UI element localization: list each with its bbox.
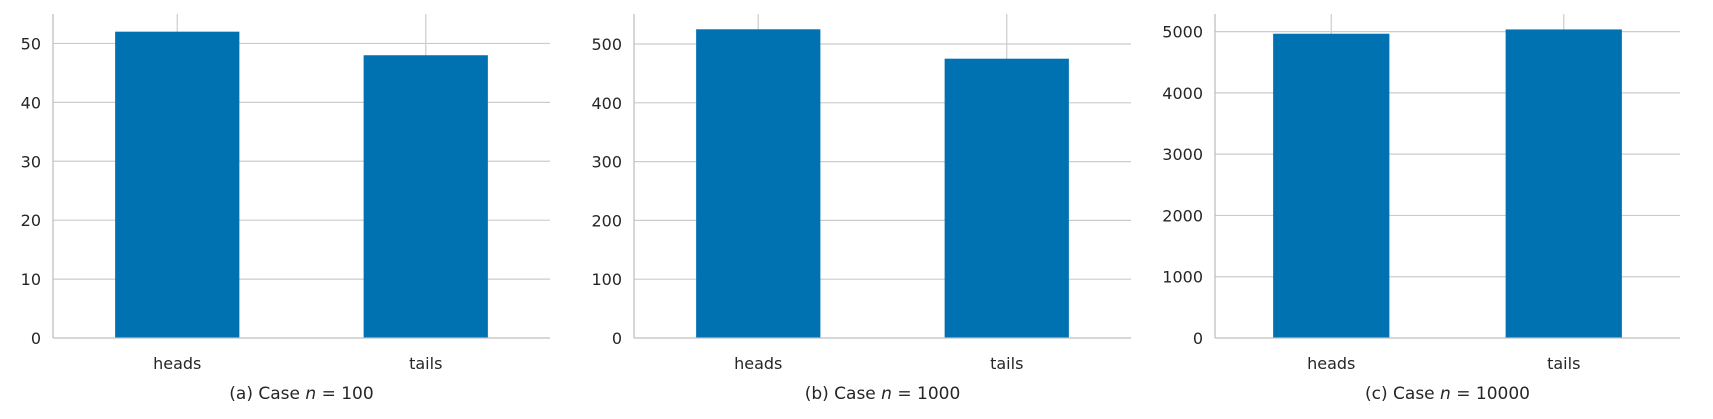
- y-tick-label: 5000: [1162, 23, 1203, 42]
- caption-equals: =: [892, 384, 917, 404]
- y-tick-label: 0: [31, 329, 41, 348]
- x-tick-label: heads: [734, 354, 782, 373]
- bar-tails: [944, 58, 1069, 338]
- x-tick-label: tails: [990, 354, 1023, 373]
- bar-heads: [1273, 33, 1390, 338]
- bar-heads: [115, 31, 240, 338]
- x-tick-label: tails: [1547, 354, 1580, 373]
- caption-prefix: (a) Case: [229, 384, 305, 404]
- y-tick-label: 0: [612, 329, 622, 348]
- y-tick-label: 400: [591, 94, 622, 113]
- y-tick-label: 300: [591, 153, 622, 172]
- panel-caption: (a) Case n = 100: [229, 384, 373, 404]
- y-tick-label: 3000: [1162, 145, 1203, 164]
- bar-tails: [1505, 29, 1622, 338]
- caption-value: 1000: [917, 384, 960, 404]
- caption-prefix: (b) Case: [805, 384, 881, 404]
- y-tick-label: 500: [591, 35, 622, 54]
- x-tick-label: heads: [1307, 354, 1355, 373]
- bar-heads: [696, 29, 821, 338]
- y-tick-label: 0: [1193, 329, 1203, 348]
- y-tick-label: 200: [591, 211, 622, 230]
- caption-variable: n: [1440, 384, 1451, 404]
- chart-panel-3: 0 1000 2000 3000 4000 5000 heads tails (c) Case …: [1162, 14, 1680, 404]
- y-tick-label: 2000: [1162, 206, 1203, 225]
- y-tick-label: 20: [21, 211, 41, 230]
- y-tick-label: 4000: [1162, 84, 1203, 103]
- caption-equals: =: [316, 384, 341, 404]
- caption-value: 10000: [1476, 384, 1530, 404]
- y-tick-label: 30: [21, 152, 41, 171]
- chart-panel-2: 0 100 200 300 400 500 heads tails (b) Case n = 1…: [591, 14, 1131, 404]
- y-tick-label: 100: [591, 270, 622, 289]
- caption-value: 100: [341, 384, 373, 404]
- caption-prefix: (c) Case: [1365, 384, 1440, 404]
- panel-caption: (b) Case n = 1000: [805, 384, 961, 404]
- x-tick-label: heads: [153, 354, 201, 373]
- bar-tails: [363, 55, 488, 339]
- y-tick-label: 1000: [1162, 268, 1203, 287]
- y-tick-label: 10: [21, 270, 41, 289]
- caption-variable: n: [305, 384, 316, 404]
- caption-equals: =: [1451, 384, 1476, 404]
- y-tick-label: 50: [21, 34, 41, 53]
- x-tick-label: tails: [409, 354, 442, 373]
- panel-caption: (c) Case n = 10000: [1365, 384, 1530, 404]
- chart-panel-1: 0 10 20 30 40 50 heads tails (a) Case n = 100: [21, 14, 550, 404]
- caption-variable: n: [881, 384, 892, 404]
- y-tick-label: 40: [21, 93, 41, 112]
